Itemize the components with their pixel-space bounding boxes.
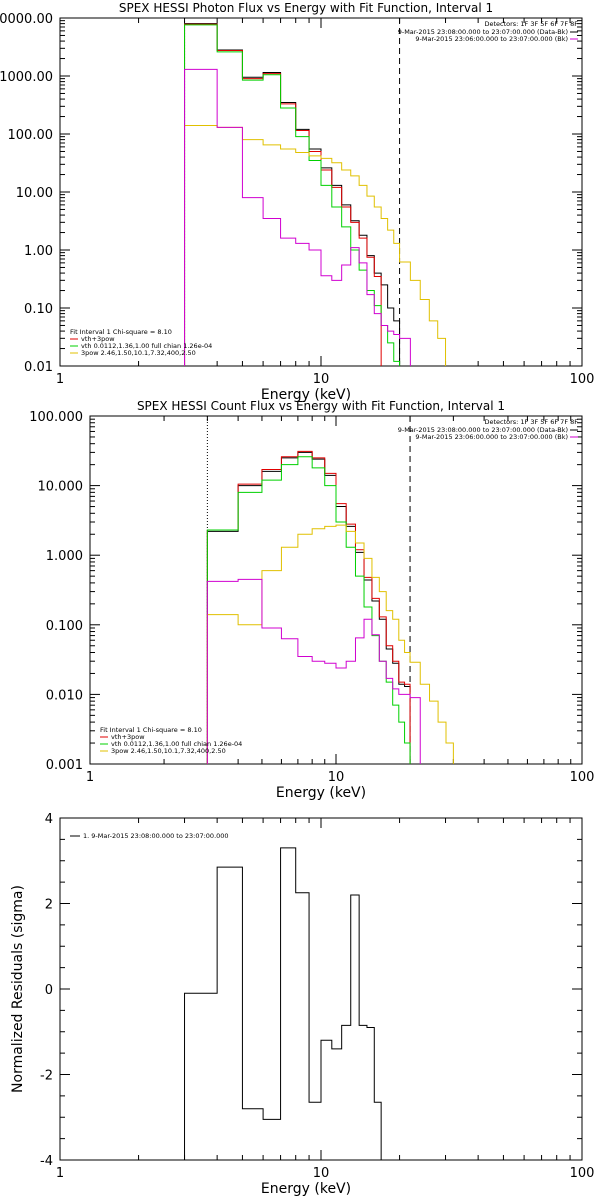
x-axis-label: Energy (keV) xyxy=(261,387,351,403)
chart-panel-3: 1 10 100 Energy (keV) -4 -2 0 2 4 Normalized Resi… xyxy=(10,812,594,1197)
legend-top: Detectors: 1F 3F 5F 6F 7F 8F9-Mar-2015 2… xyxy=(398,20,579,43)
x-tick-label: 1 xyxy=(56,1166,64,1181)
legend-entry: 9-Mar-2015 23:06:00.000 to 23:07:00.000 … xyxy=(415,433,568,441)
x-tick-label: 100 xyxy=(570,1166,595,1181)
y-tick-label: 0.10 xyxy=(24,302,53,317)
legend-entry: 1. 9-Mar-2015 23:08:00.000 to 23:07:00.0… xyxy=(83,832,229,840)
x-axis: 1 10 100 xyxy=(86,416,595,785)
legend-fit: Fit Interval 1 Chi-square = 8.10vth+3pow… xyxy=(70,328,212,357)
series-2-histogram xyxy=(184,23,382,366)
series-1-histogram xyxy=(184,23,401,366)
y-tick-label: 0 xyxy=(45,983,53,998)
fit-legend-entry: 3pow 2.46,1.50,10.1,7.32,400,2.50 xyxy=(111,747,226,755)
fit-legend-header: Fit Interval 1 Chi-square = 8.10 xyxy=(70,328,172,336)
legend-entry: 9-Mar-2015 23:08:00.000 to 23:07:00.000 … xyxy=(398,28,568,36)
y-axis-label: Normalized Residuals (sigma) xyxy=(10,885,26,1093)
fit-legend-entry: vth+3pow xyxy=(111,733,145,741)
series-1-histogram xyxy=(184,847,382,1160)
fit-legend-entry: 3pow 2.46,1.50,10.1,7.32,400,2.50 xyxy=(81,349,196,357)
x-axis-label: Energy (keV) xyxy=(261,1181,351,1197)
y-tick-label: 0.100 xyxy=(46,619,83,634)
y-axis: -4 -2 0 2 4 xyxy=(40,812,582,1169)
plot-frame xyxy=(59,17,583,367)
fit-legend-entry: vth+3pow xyxy=(81,335,115,343)
legend-top: 1. 9-Mar-2015 23:08:00.000 to 23:07:00.0… xyxy=(70,832,229,840)
x-tick-label: 10 xyxy=(328,770,345,785)
chart-title: SPEX HESSI Count Flux vs Energy with Fit… xyxy=(137,399,505,413)
fit-legend-entry: vth 0.0112,1.36,1.00 full chian 1.26e-04 xyxy=(81,342,212,350)
y-tick-label: 1.000 xyxy=(46,549,83,564)
y-tick-label: 1000.00 xyxy=(0,70,53,85)
y-tick-label: 10000.00 xyxy=(0,12,53,27)
y-tick-label: 0.01 xyxy=(24,360,53,375)
legend-entry: 9-Mar-2015 23:08:00.000 to 23:07:00.000 … xyxy=(398,426,568,434)
y-tick-label: 0.001 xyxy=(46,758,83,773)
y-tick-label: -2 xyxy=(40,1069,53,1084)
plot-frame xyxy=(89,415,583,765)
series-3-histogram xyxy=(206,456,411,764)
fit-legend-header: Fit Interval 1 Chi-square = 8.10 xyxy=(100,726,202,734)
y-tick-label: 1.00 xyxy=(24,244,53,259)
y-tick-label: 100.000 xyxy=(29,410,83,425)
y-tick-label: -4 xyxy=(40,1154,53,1169)
series-2-histogram xyxy=(206,450,411,764)
legend-top: Detectors: 1F 3F 5F 6F 7F 8F9-Mar-2015 2… xyxy=(398,418,579,441)
x-axis-label: Energy (keV) xyxy=(276,785,366,801)
series-1-histogram xyxy=(206,451,411,764)
series-5-histogram xyxy=(206,578,421,764)
y-axis: 0.01 0.10 1.00 10.00 100.00 1000.00 10000.00 xyxy=(0,12,582,375)
y-tick-label: 4 xyxy=(45,812,53,827)
y-tick-label: 10.00 xyxy=(16,186,53,201)
legend-fit: Fit Interval 1 Chi-square = 8.10vth+3pow… xyxy=(100,726,242,755)
chart-title: SPEX HESSI Photon Flux vs Energy with Fi… xyxy=(119,1,493,15)
y-axis: 0.001 0.010 0.100 1.000 10.000 100.000 xyxy=(29,410,582,773)
x-axis: 1 10 100 xyxy=(56,818,595,1181)
x-tick-label: 1 xyxy=(86,770,94,785)
x-tick-label: 1 xyxy=(56,372,64,387)
chart-panel-1: SPEX HESSI Photon Flux vs Energy with Fi… xyxy=(0,1,594,403)
x-tick-label: 100 xyxy=(570,770,595,785)
x-tick-label: 100 xyxy=(570,372,595,387)
series-5-histogram xyxy=(184,68,411,366)
y-tick-label: 2 xyxy=(45,898,53,913)
y-tick-label: 10.000 xyxy=(38,480,84,495)
y-tick-label: 100.00 xyxy=(8,128,54,143)
series-4-histogram xyxy=(206,524,454,764)
legend-header: Detectors: 1F 3F 5F 6F 7F 8F xyxy=(484,20,578,28)
x-tick-label: 10 xyxy=(313,372,330,387)
series-4-histogram xyxy=(184,125,447,366)
plot-frame xyxy=(59,817,583,1161)
fit-legend-entry: vth 0.0112,1.36,1.00 full chian 1.26e-04 xyxy=(111,740,242,748)
y-tick-label: 0.010 xyxy=(46,688,83,703)
legend-entry: 9-Mar-2015 23:06:00.000 to 23:07:00.000 … xyxy=(415,35,568,43)
chart-panel-2: SPEX HESSI Count Flux vs Energy with Fit… xyxy=(29,399,594,801)
legend-header: Detectors: 1F 3F 5F 6F 7F 8F xyxy=(484,418,578,426)
x-tick-label: 10 xyxy=(313,1166,330,1181)
